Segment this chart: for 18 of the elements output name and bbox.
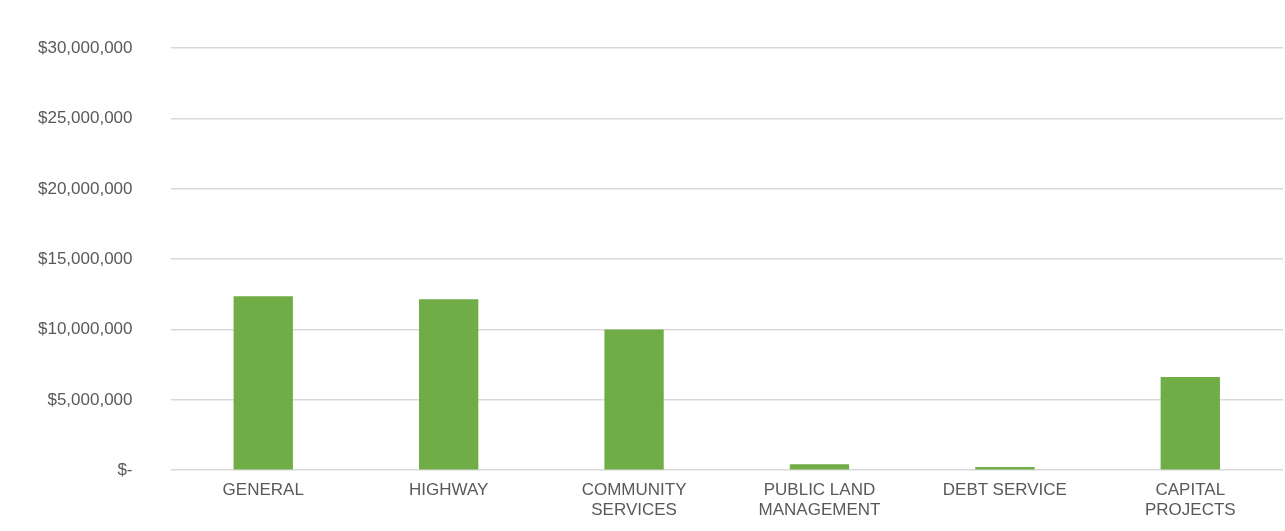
y-tick-label: $15,000,000 — [37, 248, 133, 268]
y-tick-label: $10,000,000 — [37, 319, 133, 339]
y-tick-label: $30,000,000 — [37, 37, 133, 57]
y-tick-label: $5,000,000 — [47, 389, 133, 409]
bar — [604, 329, 664, 470]
y-tick-label: $- — [117, 459, 133, 479]
bar — [1160, 377, 1220, 470]
bar — [233, 296, 293, 470]
x-tick-label: GENERAL — [222, 480, 304, 500]
y-tick-label: $20,000,000 — [37, 178, 133, 198]
bar — [789, 464, 850, 470]
x-tick-label: CAPITAL PROJECTS — [1144, 480, 1236, 520]
y-tick-label: $25,000,000 — [37, 108, 133, 128]
x-tick-label: HIGHWAY — [408, 480, 489, 500]
bar — [418, 299, 479, 470]
x-tick-label: DEBT SERVICE — [942, 480, 1067, 500]
x-tick-label: PUBLIC LAND MANAGEMENT — [758, 480, 881, 520]
x-tick-label: COMMUNITY SERVICES — [581, 480, 687, 520]
